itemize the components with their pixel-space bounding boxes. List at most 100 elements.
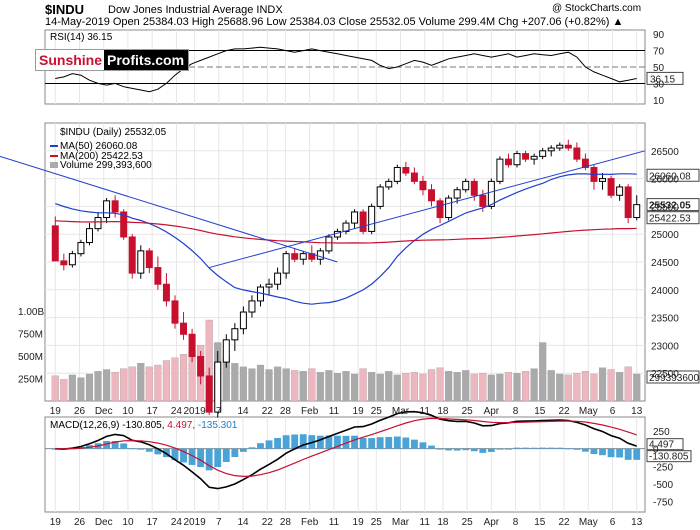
rsi-tick-label: 10	[653, 96, 665, 107]
rsi-legend: RSI(14) 36.15	[50, 32, 113, 43]
macd-hist-bar	[120, 443, 128, 449]
price-tick-label: 22500	[651, 369, 679, 380]
candle-body	[111, 200, 119, 213]
candle-body	[103, 200, 111, 219]
candle-body	[504, 158, 512, 166]
volume-bar	[248, 368, 256, 402]
price-x-tick-label: 19	[353, 406, 365, 417]
volume-bar	[453, 372, 461, 402]
macd-hist-bar	[316, 435, 324, 449]
macd-hist-bar	[376, 437, 384, 449]
macd-hist-bar	[137, 448, 145, 450]
price-x-tick-label: 25	[371, 406, 383, 417]
macd-hist-bar	[145, 448, 153, 452]
price-x-tick-label: May	[579, 406, 598, 417]
macd-hist-bar	[462, 448, 470, 451]
macd-hist-bar	[325, 435, 333, 449]
macd-hist-bar	[239, 448, 247, 452]
volume-bar	[179, 354, 188, 402]
macd-hist-bar	[522, 447, 529, 449]
macd-hist-bar	[385, 436, 393, 449]
macd-hist-bar	[197, 448, 205, 468]
volume-bar	[60, 379, 68, 402]
volume-bar	[77, 377, 85, 402]
price-x-tick-label: 22	[558, 406, 570, 417]
candle-body	[419, 180, 427, 191]
copyright: @ StockCharts.com	[552, 3, 642, 14]
macd-hist-bar	[419, 442, 427, 449]
candle-body	[128, 236, 136, 274]
volume-bar	[427, 369, 436, 402]
ohlc-summary: 14-May-2019 Open 25384.03 High 25688.96 …	[45, 16, 624, 28]
rsi-last-value: 36.15	[650, 74, 675, 85]
volume-bar	[359, 368, 367, 402]
macd-x-tick-label: Dec	[95, 517, 113, 528]
logo-part-2: Profits.com	[104, 50, 189, 70]
volume-swatch	[50, 162, 58, 168]
macd-hist-bar	[171, 448, 179, 461]
macd-legend-text: MACD(12,26,9) -130.805, 4.497, -135.301	[50, 420, 238, 431]
macd-tick-label: -500	[653, 480, 673, 491]
price-x-tick-label: 25	[462, 406, 474, 417]
volume-bar	[564, 374, 572, 402]
candle-body	[137, 250, 145, 274]
candle-body	[462, 180, 470, 191]
candle-body	[428, 189, 436, 202]
candle-body	[248, 300, 256, 313]
macd-hist-bar	[496, 448, 504, 450]
macd-last-badge	[646, 450, 692, 463]
macd-hist-bar	[103, 441, 110, 449]
volume-bar	[496, 373, 504, 402]
volume-bar	[154, 364, 162, 402]
volume-bar	[85, 373, 94, 402]
candle-body	[599, 178, 607, 182]
rsi-last-badge	[646, 71, 684, 85]
candle-body	[325, 236, 333, 252]
candle-body	[60, 260, 68, 266]
ma50-line	[55, 173, 637, 305]
price-x-tick-label: 13	[631, 406, 643, 417]
macd-hist-bar	[547, 447, 555, 449]
ma200-line	[55, 220, 637, 244]
macd-x-tick-label: 6	[610, 517, 616, 528]
price-x-tick-label: 6	[610, 406, 616, 417]
macd-x-tick-label: 13	[631, 517, 643, 528]
volume-bar	[308, 368, 316, 402]
candle-body	[402, 166, 410, 174]
rsi-tick-label: 70	[653, 47, 665, 58]
macd-x-tick-label: 11	[329, 517, 340, 528]
volume-bar	[333, 372, 342, 402]
macd-hist-bar	[539, 447, 547, 449]
macd-x-tick-label: 15	[534, 517, 546, 528]
macd-x-tick-label: 28	[280, 517, 292, 528]
candle-body	[51, 225, 59, 262]
candle-body	[214, 361, 222, 413]
volume-bar	[94, 371, 102, 402]
volume-bar	[479, 372, 487, 402]
macd-hist-bar	[607, 448, 615, 458]
macd-line	[55, 410, 637, 490]
volume-bar	[291, 370, 299, 402]
price-x-tick-label: Feb	[301, 406, 319, 417]
candle-body	[547, 147, 555, 152]
candle-body	[573, 147, 581, 160]
macd-legend: MACD(12,26,9) -130.805, 4.497, -135.301	[50, 420, 238, 431]
macd-hist-bar	[282, 435, 290, 449]
macd-tick-label: 0	[653, 445, 659, 456]
candle-body	[470, 180, 478, 196]
candle-body	[231, 328, 239, 341]
close-last-badge	[646, 198, 700, 212]
macd-hist-bar	[51, 448, 59, 450]
macd-hist-bar	[257, 443, 264, 449]
macd-x-tick-label: 24	[171, 517, 183, 528]
candle-body	[351, 211, 359, 224]
macd-hist-bar	[556, 447, 564, 449]
rsi-tick-label: 90	[653, 30, 665, 41]
candle-body	[522, 153, 530, 160]
candle-body	[282, 253, 290, 274]
candle-body	[94, 217, 102, 230]
volume-bar	[470, 373, 478, 402]
price-legend-title: $INDU (Daily) 25532.05	[60, 127, 167, 138]
volume-bar	[231, 363, 239, 402]
